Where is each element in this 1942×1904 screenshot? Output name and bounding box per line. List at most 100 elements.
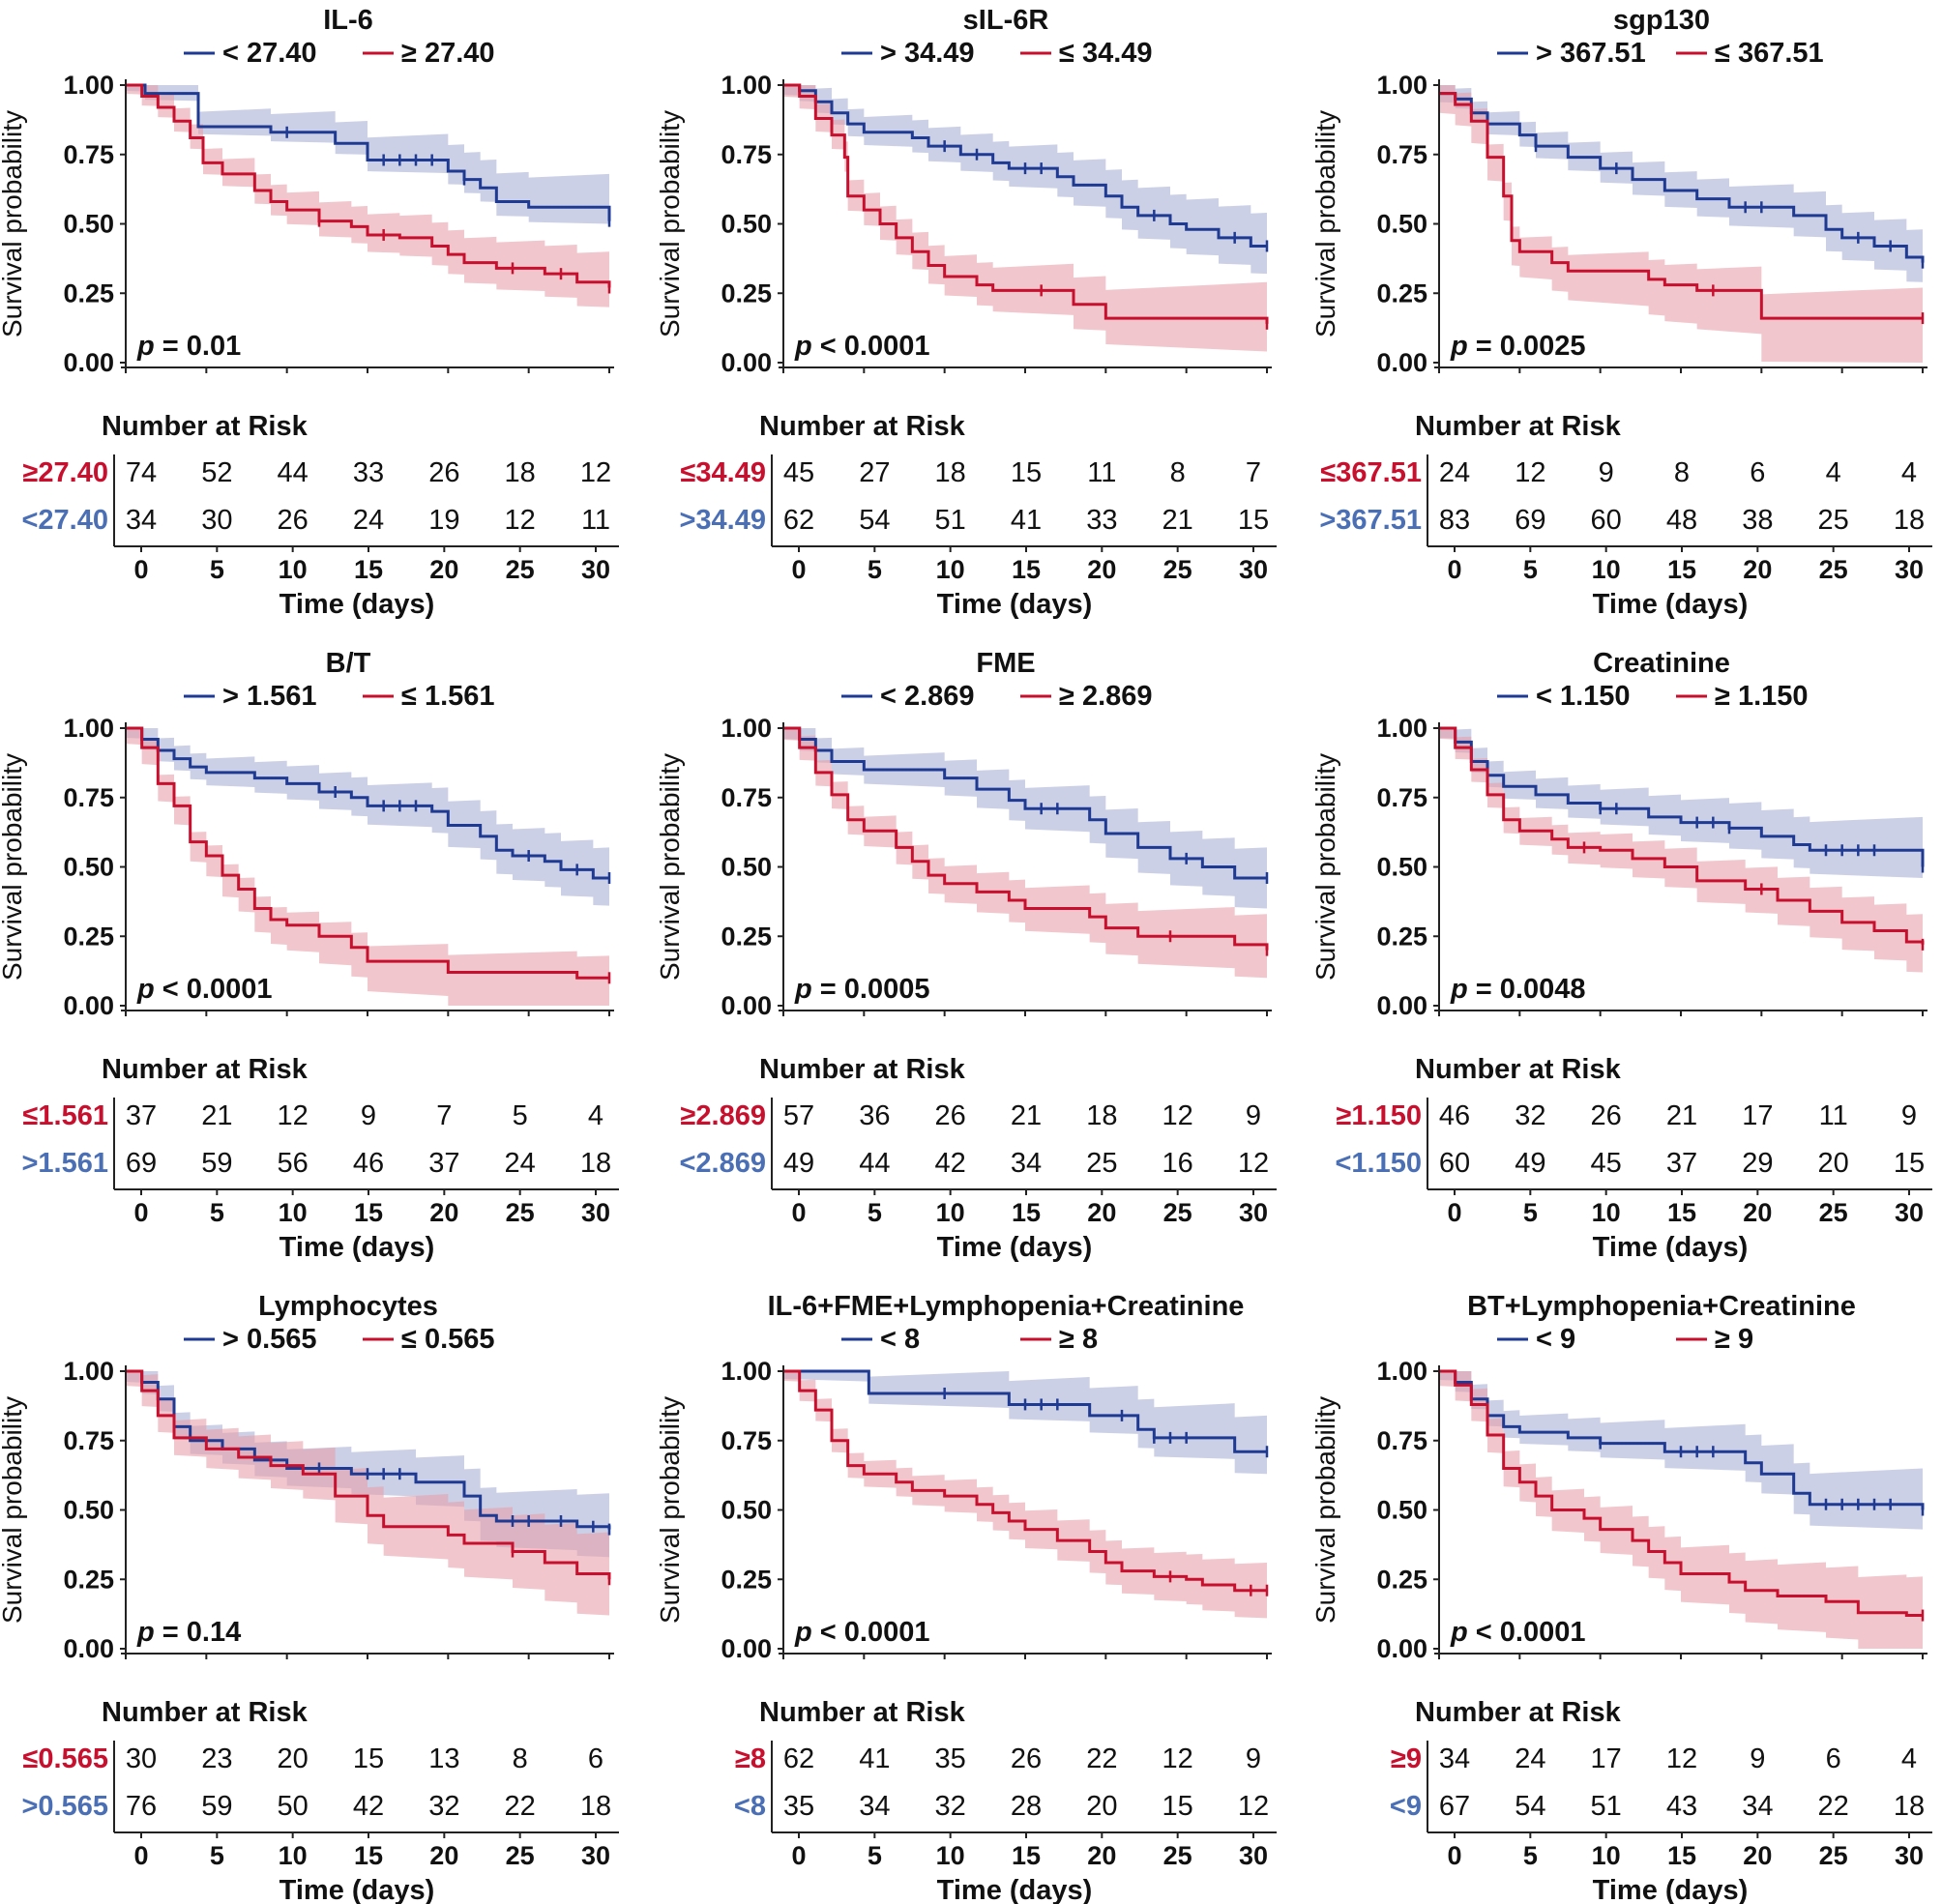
risk-x-tick-label: 25 bbox=[506, 555, 535, 584]
risk-count: 49 bbox=[1515, 1148, 1545, 1179]
y-axis-label: Survival probability bbox=[655, 1396, 685, 1624]
survival-curve-red bbox=[1439, 1369, 1923, 1618]
risk-count: 15 bbox=[1894, 1148, 1925, 1179]
risk-x-tick-label: 15 bbox=[1012, 1841, 1041, 1870]
risk-count: 6 bbox=[588, 1743, 603, 1774]
risk-count: 44 bbox=[859, 1148, 890, 1179]
panel-1: IL-6< 27.40 ≥ 27.40 Survival probability 0.… bbox=[0, 5, 619, 620]
p-symbol: p bbox=[794, 974, 820, 1005]
risk-x-tick-label: 30 bbox=[581, 555, 610, 584]
p-value: p = 0.0025 bbox=[1450, 331, 1585, 362]
chart-title: sgp130 bbox=[1613, 5, 1710, 36]
legend-label-red: ≤ 367.51 bbox=[1715, 38, 1824, 69]
legend-label-blue: < 8 bbox=[880, 1324, 920, 1355]
y-tick-label: 0.00 bbox=[63, 348, 114, 377]
risk-count: 22 bbox=[1818, 1791, 1849, 1822]
legend-label-blue: < 1.150 bbox=[1536, 681, 1631, 712]
risk-x-tick-label: 25 bbox=[1163, 1841, 1192, 1870]
x-axis-label: Time (days) bbox=[280, 589, 435, 620]
p-value: p = 0.0048 bbox=[1450, 974, 1585, 1005]
risk-count: 51 bbox=[1591, 1791, 1622, 1822]
y-tick-label: 0.25 bbox=[721, 922, 772, 951]
risk-count: 69 bbox=[1515, 505, 1545, 536]
y-tick-label: 0.50 bbox=[721, 1496, 772, 1525]
risk-count: 11 bbox=[1819, 1100, 1848, 1131]
panel-6: Creatinine< 1.150 ≥ 1.150 Survival probabi… bbox=[1310, 648, 1932, 1263]
risk-count: 49 bbox=[783, 1148, 814, 1179]
risk-x-tick-label: 15 bbox=[1667, 1841, 1696, 1870]
p-value: p = 0.14 bbox=[136, 1617, 241, 1648]
p-value: p < 0.0001 bbox=[794, 331, 929, 362]
risk-count: 6 bbox=[1826, 1743, 1841, 1774]
risk-row-label-blue: <1.150 bbox=[1335, 1148, 1422, 1179]
risk-count: 25 bbox=[1818, 505, 1849, 536]
y-tick-label: 0.00 bbox=[63, 1634, 114, 1663]
risk-count: 12 bbox=[1238, 1791, 1269, 1822]
risk-count: 46 bbox=[1439, 1100, 1470, 1131]
survival-curve-red bbox=[1439, 726, 1925, 945]
risk-count: 22 bbox=[1086, 1743, 1117, 1774]
risk-count: 15 bbox=[1238, 505, 1269, 536]
risk-table-title: Number at Risk bbox=[1415, 1697, 1622, 1728]
risk-x-tick-label: 5 bbox=[210, 1841, 224, 1870]
risk-count: 16 bbox=[1162, 1148, 1193, 1179]
risk-x-tick-label: 0 bbox=[791, 1198, 806, 1227]
risk-row-label-blue: <9 bbox=[1390, 1791, 1422, 1822]
risk-x-tick-label: 15 bbox=[1012, 555, 1041, 584]
risk-count: 59 bbox=[201, 1791, 232, 1822]
risk-count: 35 bbox=[935, 1743, 966, 1774]
risk-count: 27 bbox=[859, 457, 890, 488]
y-tick-label: 0.00 bbox=[1376, 991, 1427, 1020]
risk-x-tick-label: 0 bbox=[1447, 555, 1461, 584]
risk-count: 54 bbox=[1515, 1791, 1545, 1822]
risk-count: 46 bbox=[353, 1148, 384, 1179]
x-axis-label: Time (days) bbox=[937, 1875, 1093, 1904]
survival-curve-red bbox=[1439, 92, 1923, 320]
risk-table-title: Number at Risk bbox=[1415, 411, 1622, 442]
risk-count: 76 bbox=[126, 1791, 157, 1822]
survival-curve-red bbox=[783, 726, 1269, 951]
risk-count: 41 bbox=[859, 1743, 890, 1774]
risk-row-label-blue: <8 bbox=[734, 1791, 766, 1822]
risk-x-tick-label: 5 bbox=[868, 555, 882, 584]
risk-count: 20 bbox=[1818, 1148, 1849, 1179]
chart-title: Creatinine bbox=[1593, 648, 1730, 679]
risk-count: 44 bbox=[278, 457, 309, 488]
risk-count: 60 bbox=[1591, 505, 1622, 536]
y-tick-label: 0.50 bbox=[1376, 853, 1427, 882]
risk-x-tick-label: 30 bbox=[1239, 1198, 1268, 1227]
risk-x-tick-label: 5 bbox=[210, 555, 224, 584]
y-tick-label: 0.75 bbox=[721, 1426, 772, 1455]
risk-x-tick-label: 20 bbox=[1087, 555, 1116, 584]
legend-label-red: ≤ 0.565 bbox=[401, 1324, 495, 1355]
risk-count: 9 bbox=[1246, 1100, 1261, 1131]
confidence-band-red bbox=[126, 85, 609, 313]
y-tick-label: 1.00 bbox=[63, 71, 114, 100]
risk-count: 45 bbox=[1591, 1148, 1622, 1179]
y-tick-label: 0.50 bbox=[721, 853, 772, 882]
risk-count: 19 bbox=[428, 505, 459, 536]
chart-title: B/T bbox=[326, 648, 371, 679]
risk-count: 35 bbox=[783, 1791, 814, 1822]
risk-count: 18 bbox=[1894, 1791, 1925, 1822]
risk-x-tick-label: 20 bbox=[1743, 1841, 1772, 1870]
survival-curve-blue bbox=[783, 726, 1267, 880]
risk-count: 32 bbox=[1515, 1100, 1545, 1131]
y-tick-label: 0.00 bbox=[1376, 1634, 1427, 1663]
risk-x-tick-label: 5 bbox=[1523, 555, 1538, 584]
risk-count: 9 bbox=[1901, 1100, 1917, 1131]
legend-label-red: ≤ 34.49 bbox=[1059, 38, 1153, 69]
chart-title: IL-6 bbox=[323, 5, 373, 36]
risk-count: 24 bbox=[505, 1148, 536, 1179]
risk-count: 15 bbox=[1011, 457, 1042, 488]
risk-count: 37 bbox=[126, 1100, 157, 1131]
risk-count: 4 bbox=[588, 1100, 603, 1131]
risk-x-tick-label: 10 bbox=[936, 1198, 965, 1227]
x-axis-label: Time (days) bbox=[280, 1875, 435, 1904]
p-symbol: p bbox=[1450, 1617, 1476, 1648]
legend-label-red: ≥ 1.150 bbox=[1715, 681, 1809, 712]
legend: < 1.150 ≥ 1.150 bbox=[1497, 681, 1809, 712]
risk-count: 24 bbox=[1439, 457, 1470, 488]
risk-count: 12 bbox=[505, 505, 536, 536]
